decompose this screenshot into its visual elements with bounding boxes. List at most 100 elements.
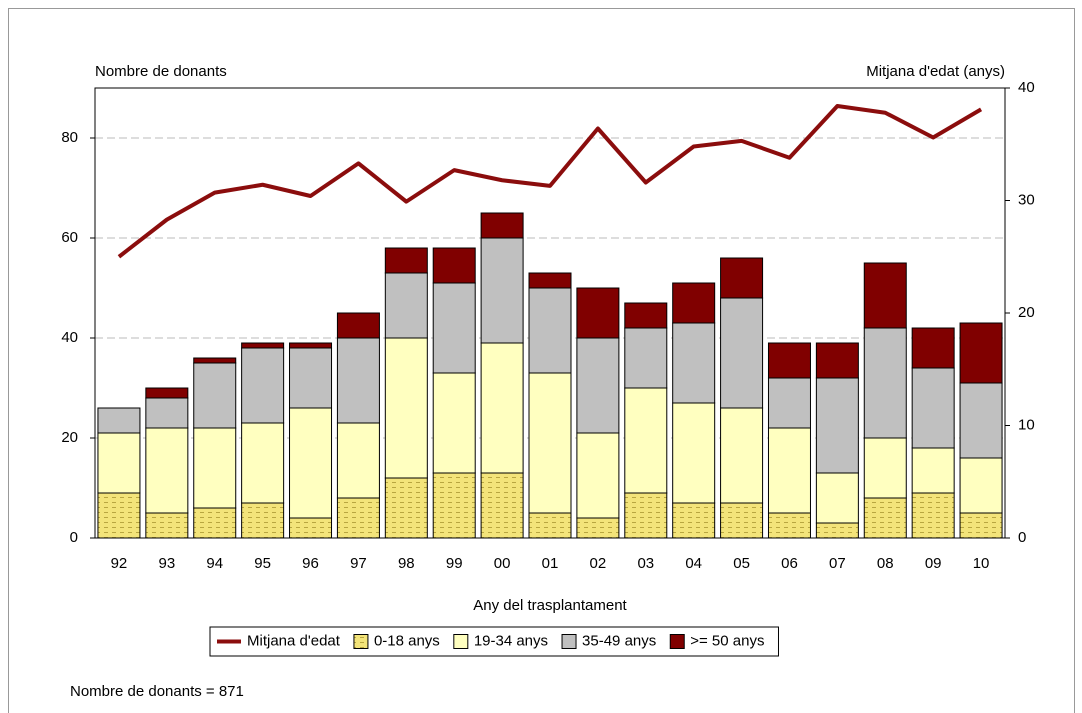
y2-tick-label: 10 [1018, 416, 1035, 433]
bar-segment [767, 512, 811, 539]
bar-segment [289, 342, 333, 349]
bar-segment [145, 512, 189, 539]
bar-segment [672, 282, 716, 324]
bar-segment [480, 237, 524, 344]
y2-tick-label: 30 [1018, 191, 1035, 208]
bar-segment [911, 367, 955, 449]
bar-segment [815, 472, 859, 524]
x-tick-label: 04 [685, 555, 702, 572]
legend-label: 19-34 anys [474, 632, 548, 649]
bar-segment [672, 402, 716, 504]
x-tick-label: 98 [398, 555, 415, 572]
bar-segment [336, 312, 380, 339]
bar-segment [480, 342, 524, 474]
bar-segment [432, 472, 476, 539]
x-tick-label: 92 [111, 555, 128, 572]
x-tick-label: 97 [350, 555, 367, 572]
bar-segment [959, 382, 1003, 459]
bar-segment [624, 302, 668, 329]
bar-segment [289, 347, 333, 409]
legend-swatch [561, 634, 577, 649]
bar-segment [959, 322, 1003, 384]
legend-swatch [669, 634, 685, 649]
x-tick-label: 01 [542, 555, 559, 572]
bar-segment [193, 507, 237, 539]
x-tick-label: 99 [446, 555, 463, 572]
bar-segment [480, 212, 524, 239]
bar-segment [863, 262, 907, 329]
x-tick-label: 05 [733, 555, 750, 572]
bar-segment [672, 502, 716, 539]
bar-segment [815, 342, 859, 379]
legend-label: Mitjana d'edat [247, 632, 341, 649]
y2-axis-label: Mitjana d'edat (anys) [866, 63, 1005, 80]
bar-segment [959, 457, 1003, 514]
bar-segment [145, 387, 189, 399]
x-tick-label: 06 [781, 555, 798, 572]
bar-segment [767, 342, 811, 379]
bar-segment [528, 287, 572, 374]
bar-segment [97, 432, 141, 494]
legend-label: 35-49 anys [582, 632, 656, 649]
bar-segment [97, 407, 141, 434]
x-tick-label: 93 [158, 555, 175, 572]
bar-segment [624, 492, 668, 539]
bar-segment [911, 447, 955, 494]
bar-segment [815, 522, 859, 539]
bar-segment [720, 297, 764, 409]
bar-segment [384, 337, 428, 479]
bar-segment [959, 512, 1003, 539]
bar-segment [863, 437, 907, 499]
bar-segment [863, 327, 907, 439]
bar-segment [384, 477, 428, 539]
bar-segment [432, 247, 476, 284]
bar-segment [384, 272, 428, 339]
bar-segment [193, 362, 237, 429]
x-tick-label: 94 [206, 555, 223, 572]
y-tick-label: 20 [61, 429, 78, 446]
bar-segment [863, 497, 907, 539]
bar-segment [193, 427, 237, 509]
y-tick-label: 40 [61, 329, 78, 346]
bar-segment [767, 377, 811, 429]
bar-segment [97, 492, 141, 539]
bar-segment [145, 427, 189, 514]
legend-label: 0-18 anys [374, 632, 440, 649]
bar-segment [576, 517, 620, 539]
x-tick-label: 07 [829, 555, 846, 572]
bar-segment [289, 407, 333, 519]
bar-segment [289, 517, 333, 539]
y-axis-label: Nombre de donants [95, 63, 227, 80]
bar-segment [624, 327, 668, 389]
bar-segment [336, 337, 380, 424]
y-tick-label: 80 [61, 129, 78, 146]
bar-segment [241, 342, 285, 349]
y-tick-label: 0 [70, 529, 78, 546]
bar-segment [720, 502, 764, 539]
y2-tick-label: 40 [1018, 79, 1035, 96]
bar-segment [720, 257, 764, 299]
bar-segment [432, 282, 476, 374]
bar-segment [911, 327, 955, 369]
x-tick-label: 10 [973, 555, 990, 572]
bar-segment [720, 407, 764, 504]
bar-segment [241, 502, 285, 539]
bar-segment [815, 377, 859, 474]
legend-label: >= 50 anys [690, 632, 764, 649]
x-tick-label: 02 [590, 555, 607, 572]
plot-frame [94, 87, 1006, 539]
x-tick-label: 08 [877, 555, 894, 572]
x-tick-label: 09 [925, 555, 942, 572]
note: Nombre de donants = 871 [70, 683, 244, 700]
frame [8, 8, 1075, 713]
legend-swatch [353, 634, 369, 649]
bar-segment [145, 397, 189, 429]
bar-segment [576, 432, 620, 519]
bar-segment [241, 422, 285, 504]
bar-segment [336, 497, 380, 539]
bar-segment [528, 512, 572, 539]
x-tick-label: 96 [302, 555, 319, 572]
x-tick-label: 95 [254, 555, 271, 572]
line [117, 104, 983, 259]
